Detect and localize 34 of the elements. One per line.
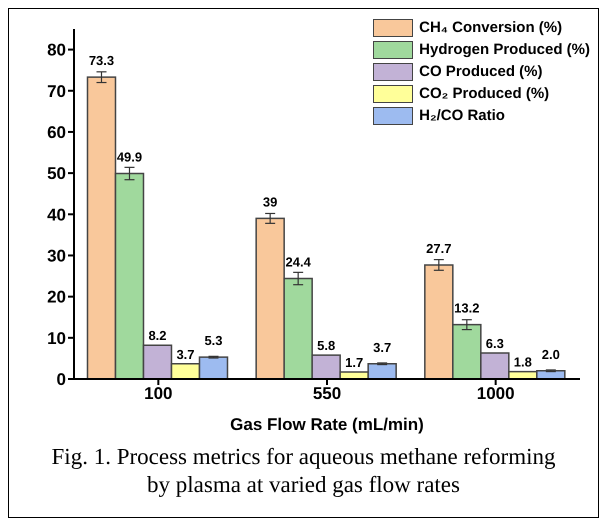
data-label: 6.3 [486,336,504,352]
data-label: 13.2 [454,300,480,316]
legend-label: H₂/CO Ratio [419,106,505,126]
y-tick-label: 60 [47,122,66,142]
y-tick-label: 80 [47,40,66,60]
data-label: 1.8 [514,354,532,370]
data-label: 2.0 [542,346,560,362]
x-tick-label: 550 [312,384,342,404]
data-label: 5.3 [204,333,223,348]
legend-label: CH₄ Conversion (%) [419,18,562,38]
y-tick-label: 0 [56,370,66,390]
legend-label: CO₂ Produced (%) [419,84,550,104]
data-label: 3.7 [373,340,392,355]
x-tick-label: 1000 [476,384,515,404]
y-tick-label: 50 [47,164,66,184]
y-tick-label: 40 [47,205,66,224]
caption: Fig. 1. Process metrics for aqueous methane reforming by plasma at varied gas flow rates [50,443,556,499]
data-label: 39 [262,194,278,210]
y-tick-label: 10 [47,328,66,348]
data-label: 5.8 [317,338,336,354]
data-label: 8.2 [148,328,167,344]
x-tick-label: 100 [144,384,173,404]
y-tick-label: 20 [47,288,66,307]
data-label: 73.3 [88,53,114,68]
data-label: 49.9 [116,150,142,165]
data-label: 24.4 [286,254,312,270]
data-label: 27.7 [426,240,452,256]
legend-label: CO Produced (%) [419,62,542,82]
x-axis-title: Gas Flow Rate (mL/min) [230,415,424,434]
y-tick-label: 30 [47,246,66,266]
y-tick-label: 70 [47,82,66,101]
legend-label: Hydrogen Produced (%) [419,40,590,60]
data-label: 1.7 [345,355,364,370]
data-label: 3.7 [176,346,195,362]
